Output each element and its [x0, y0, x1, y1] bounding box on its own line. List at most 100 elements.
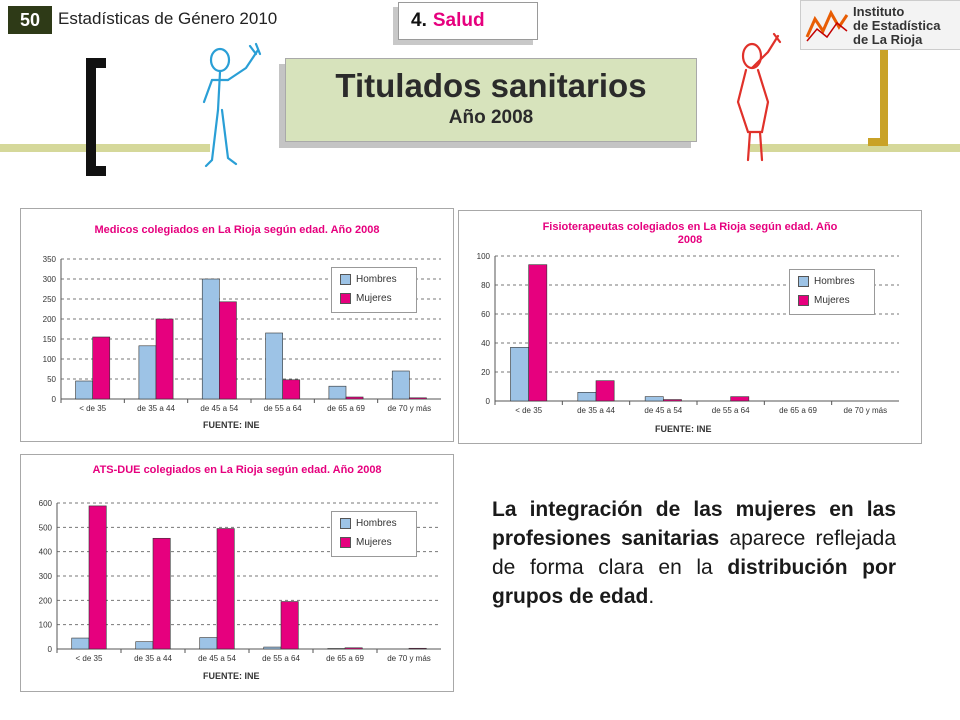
y-tick-label: 100 — [39, 621, 53, 630]
x-tick-label: de 70 y más — [388, 404, 432, 413]
bracket-left-top — [86, 58, 106, 68]
body-bold-2: distribución por grupos de edad — [492, 556, 896, 608]
bar-hombres — [391, 370, 410, 400]
bar-mujeres — [595, 380, 615, 402]
legend-label: Mujeres — [814, 295, 850, 306]
y-tick-label: 0 — [48, 645, 53, 654]
bar-hombres — [199, 637, 218, 650]
section-number: 4. — [411, 10, 427, 31]
bracket-left-bottom — [86, 166, 106, 176]
legend-label: Hombres — [356, 274, 397, 285]
chart-plot: 0 20 40 60 80 100 < de 35 de 35 a 44 de 45 a 54 d… — [477, 252, 899, 415]
y-tick-label: 20 — [481, 368, 490, 377]
bar-mujeres — [152, 537, 171, 650]
bar-hombres — [138, 345, 157, 400]
bar-mujeres — [155, 318, 174, 400]
x-tick-label: de 45 a 54 — [644, 406, 682, 415]
chart-source: FUENTE: INE — [655, 424, 712, 434]
bracket-left — [86, 58, 96, 176]
x-tick-label: de 45 a 54 — [198, 654, 236, 663]
bar-hombres — [71, 637, 90, 650]
bar-mujeres — [409, 397, 427, 400]
legend-label: Mujeres — [356, 293, 392, 304]
bar-mujeres — [408, 647, 427, 650]
x-tick-label: de 55 a 64 — [712, 406, 750, 415]
man-figure-icon — [202, 42, 262, 168]
legend-item-hombres: Hombres — [798, 276, 855, 287]
y-tick-label: 60 — [481, 310, 490, 319]
x-tick-label: de 65 a 69 — [327, 404, 365, 413]
decorative-band-right — [750, 144, 960, 152]
body-paragraph: La integración de las mujeres en las pro… — [492, 495, 896, 611]
legend-label: Hombres — [356, 518, 397, 529]
bar-hombres — [75, 380, 93, 400]
y-tick-label: 200 — [39, 596, 53, 605]
body-normal-1: aparece reflejada de forma clara en la — [492, 527, 897, 579]
y-tick-label: 150 — [43, 335, 57, 344]
bar-hombres — [135, 641, 154, 650]
bar-mujeres — [344, 647, 363, 650]
page-title: Titulados sanitarios — [335, 67, 647, 104]
x-tick-label: de 35 a 44 — [134, 654, 172, 663]
bar-hombres — [265, 332, 283, 400]
chart-fisioterapeutas: Fisioterapeutas colegiados en La Rioja s… — [458, 210, 922, 444]
bar-mujeres — [280, 601, 299, 650]
decorative-band-left — [0, 144, 210, 152]
x-tick-label: de 70 y más — [844, 406, 888, 415]
chart-legend: Hombres Mujeres — [331, 267, 417, 313]
legend-item-hombres: Hombres — [340, 274, 397, 285]
y-tick-label: 200 — [43, 315, 57, 324]
chart-legend: Hombres Mujeres — [789, 269, 875, 315]
chart-source: FUENTE: INE — [203, 420, 260, 430]
x-tick-label: de 55 a 64 — [264, 404, 302, 413]
chart-title: Medicos colegiados en La Rioja según eda… — [94, 224, 380, 236]
chart-legend: Hombres Mujeres — [331, 511, 417, 557]
y-tick-label: 100 — [477, 252, 491, 261]
logo-line-3: de La Rioja — [853, 32, 923, 47]
y-tick-label: 250 — [43, 295, 57, 304]
y-tick-label: 0 — [52, 395, 57, 404]
bar-mujeres — [282, 379, 301, 400]
y-tick-label: 500 — [39, 523, 53, 532]
bar-mujeres — [345, 396, 364, 400]
bar-hombres — [201, 278, 220, 400]
page-subtitle: Año 2008 — [448, 107, 534, 128]
x-tick-label: < de 35 — [515, 406, 542, 415]
y-tick-label: 0 — [486, 397, 491, 406]
x-tick-label: de 65 a 69 — [779, 406, 817, 415]
bar-hombres — [577, 392, 597, 402]
bar-mujeres — [216, 528, 235, 650]
x-tick-label: de 35 a 44 — [137, 404, 175, 413]
section-name: Salud — [432, 10, 485, 31]
body-bold-1: La integración de las mujeres en las pro… — [492, 498, 896, 550]
institute-logo: Instituto de Estadística de La Rioja — [800, 0, 960, 50]
y-tick-label: 600 — [39, 499, 53, 508]
page-number: 50 — [8, 6, 52, 34]
chart-title: Fisioterapeutas colegiados en La Rioja s… — [542, 221, 838, 246]
bracket-right-bottom — [868, 138, 888, 146]
logo-line-2: de Estadística — [853, 18, 941, 33]
logo-line-1: Instituto — [853, 4, 905, 19]
bar-hombres — [510, 347, 529, 402]
logo-text: Instituto de Estadística de La Rioja — [853, 5, 940, 47]
chart-source: FUENTE: INE — [203, 671, 260, 681]
bracket-right — [880, 50, 888, 146]
woman-figure-icon — [736, 32, 782, 162]
legend-label: Mujeres — [356, 537, 392, 548]
y-tick-label: 80 — [481, 281, 490, 290]
logo-graph-icon — [805, 9, 849, 42]
legend-item-hombres: Hombres — [340, 518, 397, 529]
y-tick-label: 350 — [43, 255, 57, 264]
section-tab[interactable]: 4. Salud — [398, 2, 538, 40]
body-normal-2: . — [648, 585, 655, 608]
legend-item-mujeres: Mujeres — [340, 293, 392, 304]
bar-hombres — [328, 385, 347, 400]
title-box: Titulados sanitarios Año 2008 — [285, 58, 697, 142]
y-tick-label: 300 — [43, 275, 57, 284]
bar-mujeres — [663, 399, 682, 402]
chart-plot: 0 50 100 150 200 250 300 350 < de 35 de 35 a 44 de… — [43, 255, 441, 413]
publication-title: Estadísticas de Género 2010 — [58, 9, 278, 28]
chart-plot: 0 100 200 300 400 500 600 < de 35 de 35 a 44 de 4… — [39, 499, 441, 663]
x-tick-label: de 45 a 54 — [200, 404, 238, 413]
legend-item-mujeres: Mujeres — [798, 295, 850, 306]
